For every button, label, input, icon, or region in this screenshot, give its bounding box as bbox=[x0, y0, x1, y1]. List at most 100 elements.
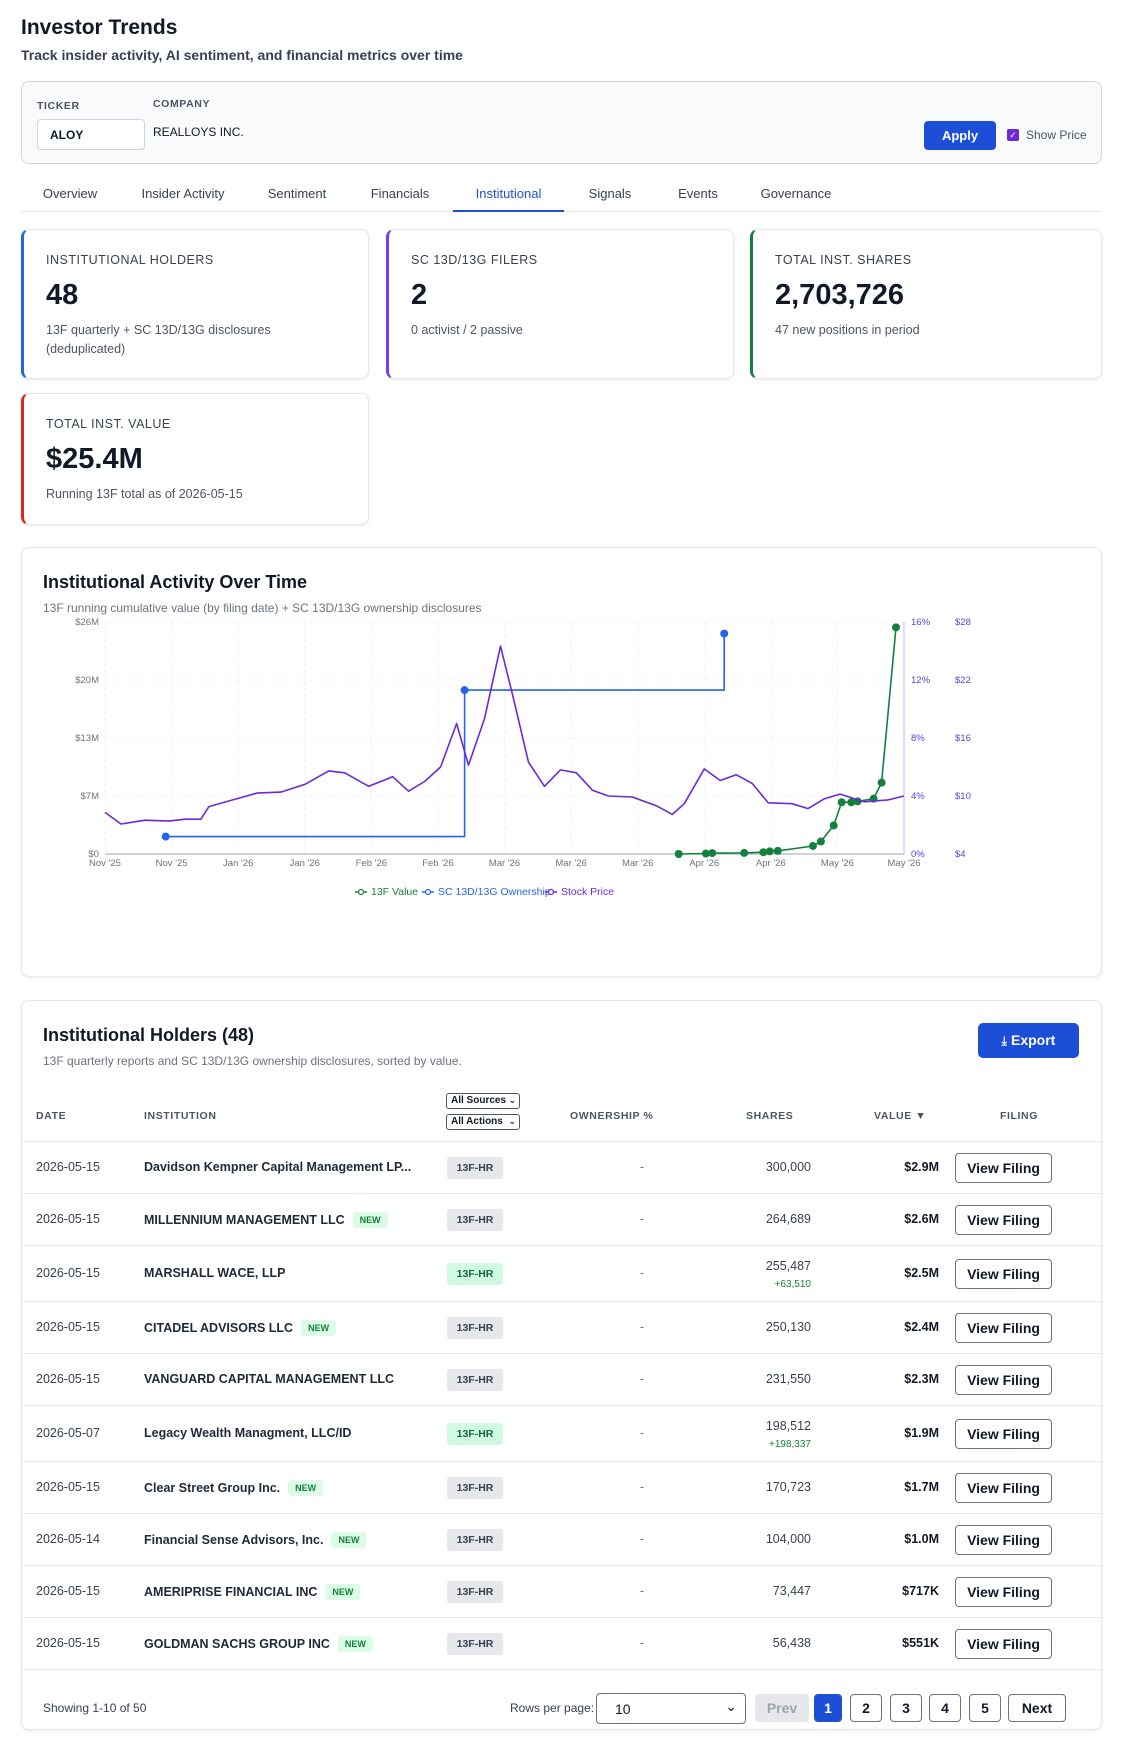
page-4-button[interactable]: 4 bbox=[929, 1694, 961, 1722]
company-value: REALLOYS INC. bbox=[153, 125, 244, 139]
form-type-badge: 13F-HR bbox=[447, 1529, 503, 1551]
x-tick-label: Feb '26 bbox=[422, 858, 453, 869]
tab-sentiment[interactable]: Sentiment bbox=[267, 186, 327, 201]
cell-institution: Davidson Kempner Capital Management LP..… bbox=[144, 1160, 434, 1174]
form-type-badge: 13F-HR bbox=[447, 1209, 503, 1231]
prev-page-button[interactable]: Prev bbox=[755, 1694, 809, 1722]
cell-value: $2.5M bbox=[904, 1266, 939, 1280]
page-2-button[interactable]: 2 bbox=[850, 1694, 882, 1722]
cell-shares: 104,000 bbox=[765, 1532, 811, 1546]
tab-institutional[interactable]: Institutional bbox=[453, 186, 564, 212]
header-date[interactable]: DATE bbox=[36, 1110, 67, 1122]
tab-governance[interactable]: Governance bbox=[760, 186, 832, 201]
data-point bbox=[847, 798, 856, 807]
cell-date: 2026-05-07 bbox=[36, 1426, 100, 1440]
actions-filter-value: All Actions bbox=[451, 1116, 503, 1127]
legend-marker bbox=[424, 888, 432, 896]
ticker-label: TICKER bbox=[37, 100, 80, 112]
view-filing-button[interactable]: View Filing bbox=[955, 1473, 1052, 1503]
data-point bbox=[877, 778, 886, 787]
data-point bbox=[829, 821, 838, 830]
y-left-tick-label: $13M bbox=[75, 733, 99, 744]
tab-overview[interactable]: Overview bbox=[42, 186, 98, 201]
chevron-down-icon: ⌄ bbox=[725, 1698, 737, 1714]
cell-shares: 300,000 bbox=[765, 1160, 811, 1174]
data-point bbox=[674, 850, 683, 858]
view-filing-button[interactable]: View Filing bbox=[955, 1419, 1052, 1449]
stat-value: 2 bbox=[411, 279, 428, 311]
cell-institution: GOLDMAN SACHS GROUP INC NEW bbox=[144, 1636, 434, 1652]
y-right-price-tick-label: $4 bbox=[955, 849, 966, 860]
tab-events[interactable]: Events bbox=[678, 186, 718, 201]
page-1-button[interactable]: 1 bbox=[814, 1694, 842, 1722]
institution-name: Legacy Wealth Managment, LLC/ID bbox=[144, 1426, 352, 1440]
view-filing-button[interactable]: View Filing bbox=[955, 1153, 1052, 1183]
x-tick-label: Jan '26 bbox=[290, 858, 320, 869]
apply-button[interactable]: Apply bbox=[924, 121, 996, 150]
table-header: DATE INSTITUTION All Sources ⌄ All Action… bbox=[22, 1086, 1103, 1142]
table-row: 2026-05-15 CITADEL ADVISORS LLC NEW 13F-H… bbox=[22, 1302, 1103, 1354]
new-badge: NEW bbox=[325, 1584, 361, 1600]
x-tick-label: Mar '26 bbox=[622, 858, 653, 869]
sources-filter-select[interactable]: All Sources ⌄ bbox=[446, 1093, 520, 1109]
header-ownership[interactable]: OWNERSHIP % bbox=[570, 1110, 654, 1122]
table-description: 13F quarterly reports and SC 13D/13G own… bbox=[43, 1054, 462, 1068]
header-value[interactable]: VALUE ▼ bbox=[874, 1110, 927, 1122]
data-point bbox=[759, 848, 768, 857]
form-type-badge: 13F-HR bbox=[447, 1369, 503, 1391]
show-price-label[interactable]: Show Price bbox=[1026, 128, 1087, 142]
stat-label: SC 13D/13G FILERS bbox=[411, 253, 538, 267]
y-right-pct-tick-label: 4% bbox=[911, 791, 925, 802]
chart-plot-group: Nov '25 Nov '25 Jan '26 Jan '26 Feb '26 Feb '… bbox=[75, 617, 971, 898]
rows-per-page-label: Rows per page: bbox=[510, 1701, 595, 1715]
x-tick-label: May '26 bbox=[888, 858, 921, 869]
sources-filter-value: All Sources bbox=[451, 1095, 507, 1106]
table-row: 2026-05-15 MILLENNIUM MANAGEMENT LLC NEW … bbox=[22, 1194, 1103, 1246]
view-filing-button[interactable]: View Filing bbox=[955, 1365, 1052, 1395]
cell-institution: Financial Sense Advisors, Inc. NEW bbox=[144, 1532, 434, 1548]
rows-per-page-select[interactable]: 10 ⌄ bbox=[596, 1693, 746, 1724]
x-tick-label: Mar '26 bbox=[489, 858, 520, 869]
view-filing-button[interactable]: View Filing bbox=[955, 1313, 1052, 1343]
data-point bbox=[837, 798, 846, 807]
stat-label: TOTAL INST. VALUE bbox=[46, 417, 171, 431]
table-row: 2026-05-07 Legacy Wealth Managment, LLC/… bbox=[22, 1406, 1103, 1462]
y-right-pct-tick-label: 8% bbox=[911, 733, 925, 744]
y-left-tick-label: $7M bbox=[81, 791, 100, 802]
cell-value: $551K bbox=[902, 1636, 939, 1650]
header-institution[interactable]: INSTITUTION bbox=[144, 1110, 217, 1122]
cell-ownership: - bbox=[640, 1426, 645, 1440]
tab-bar: Overview Insider Activity Sentiment Fina… bbox=[21, 186, 1102, 212]
y-right-price-tick-label: $28 bbox=[955, 617, 971, 628]
checkbox-checked-icon[interactable]: ✓ bbox=[1007, 129, 1019, 141]
legend-label: Stock Price bbox=[561, 886, 614, 898]
cell-ownership: - bbox=[640, 1320, 645, 1334]
actions-filter-select[interactable]: All Actions ⌄ bbox=[446, 1114, 520, 1130]
view-filing-button[interactable]: View Filing bbox=[955, 1629, 1052, 1659]
chevron-down-icon: ⌄ bbox=[508, 1116, 516, 1126]
cell-value: $1.7M bbox=[904, 1480, 939, 1494]
header-shares[interactable]: SHARES bbox=[746, 1110, 794, 1122]
stat-value: 48 bbox=[46, 279, 79, 311]
cell-date: 2026-05-15 bbox=[36, 1372, 100, 1386]
y-right-pct-tick-label: 12% bbox=[911, 675, 931, 686]
tab-insider-activity[interactable]: Insider Activity bbox=[141, 186, 225, 201]
x-tick-label: Apr '26 bbox=[756, 858, 786, 869]
view-filing-button[interactable]: View Filing bbox=[955, 1205, 1052, 1235]
page-title: Investor Trends bbox=[21, 16, 178, 39]
next-page-button[interactable]: Next bbox=[1008, 1694, 1066, 1722]
ticker-input[interactable]: ALOY bbox=[37, 119, 145, 150]
x-tick-label: Apr '26 bbox=[689, 858, 719, 869]
page-5-button[interactable]: 5 bbox=[969, 1694, 1001, 1722]
view-filing-button[interactable]: View Filing bbox=[955, 1525, 1052, 1555]
view-filing-button[interactable]: View Filing bbox=[955, 1259, 1052, 1289]
table-title: Institutional Holders (48) bbox=[43, 1025, 255, 1045]
tab-financials[interactable]: Financials bbox=[370, 186, 430, 201]
view-filing-button[interactable]: View Filing bbox=[955, 1577, 1052, 1607]
page-3-button[interactable]: 3 bbox=[890, 1694, 922, 1722]
export-button[interactable]: ⤓ Export bbox=[978, 1023, 1079, 1058]
showing-text: Showing 1-10 of 50 bbox=[43, 1701, 147, 1715]
form-type-badge: 13F-HR bbox=[447, 1423, 503, 1445]
table-row: 2026-05-15 MARSHALL WACE, LLP 13F-HR - 2… bbox=[22, 1246, 1103, 1302]
tab-signals[interactable]: Signals bbox=[588, 186, 632, 201]
